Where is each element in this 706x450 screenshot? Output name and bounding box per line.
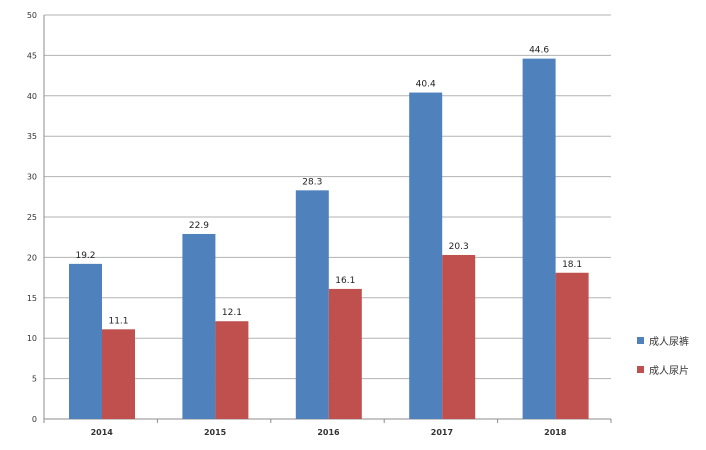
data-label-2018-series-1: 44.6 xyxy=(529,46,549,56)
y-tick-label-15: 15 xyxy=(27,294,37,303)
data-label-2015-series-2: 12.1 xyxy=(222,308,242,318)
x-tick-label-2017: 2017 xyxy=(431,428,453,437)
y-tick-label-30: 30 xyxy=(27,173,37,182)
legend: 成人尿裤 成人尿片 xyxy=(637,333,706,391)
bar-2018-series-2 xyxy=(555,272,589,419)
x-tick-label-2016: 2016 xyxy=(317,428,340,437)
legend-swatch-series-2 xyxy=(637,365,644,373)
data-label-2014-series-1: 19.2 xyxy=(75,251,95,261)
bar-2015-series-2 xyxy=(215,321,249,419)
bar-2017-series-2 xyxy=(442,254,476,419)
bar-2014-series-2 xyxy=(102,329,135,419)
y-tick-label-50: 50 xyxy=(27,11,37,20)
y-tick-label-20: 20 xyxy=(27,253,37,262)
legend-item-series-1: 成人尿裤 xyxy=(637,333,706,348)
x-tick-label-2015: 2015 xyxy=(204,428,227,437)
legend-label-series-2: 成人尿片 xyxy=(649,365,689,377)
bar-2016-series-1 xyxy=(295,190,329,419)
y-tick-label-40: 40 xyxy=(27,92,37,101)
data-label-2018-series-2: 18.1 xyxy=(562,260,582,270)
legend-swatch-series-1 xyxy=(637,336,644,344)
x-tick-label-2018: 2018 xyxy=(544,428,567,437)
y-tick-label-5: 5 xyxy=(32,375,37,384)
bar-2017-series-1 xyxy=(409,92,443,420)
data-label-2016-series-1: 28.3 xyxy=(302,177,322,187)
y-tick-label-10: 10 xyxy=(27,334,37,343)
y-tick-label-45: 45 xyxy=(27,51,37,60)
bar-2016-series-2 xyxy=(328,288,362,419)
data-label-2017-series-1: 40.4 xyxy=(416,80,436,90)
x-tick-label-2014: 2014 xyxy=(91,428,114,437)
y-tick-label-0: 0 xyxy=(32,415,37,424)
data-label-2014-series-2: 11.1 xyxy=(108,316,128,326)
bar-2015-series-1 xyxy=(182,233,216,419)
bar-2014-series-1 xyxy=(69,263,102,419)
y-tick-label-25: 25 xyxy=(27,213,37,222)
data-label-2016-series-2: 16.1 xyxy=(335,276,355,286)
legend-item-series-2: 成人尿片 xyxy=(637,362,706,377)
data-label-2015-series-1: 22.9 xyxy=(189,221,209,231)
y-tick-label-35: 35 xyxy=(27,132,37,141)
data-label-2017-series-2: 20.3 xyxy=(449,242,469,252)
legend-label-series-1: 成人尿裤 xyxy=(649,336,689,348)
bar-2018-series-1 xyxy=(522,58,556,420)
